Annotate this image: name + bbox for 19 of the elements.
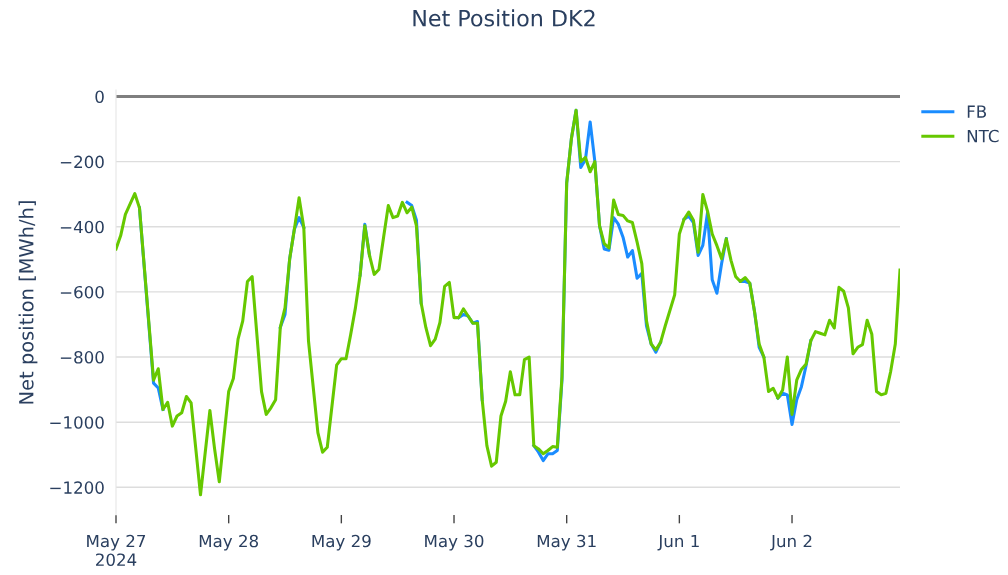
legend-label: FB bbox=[967, 105, 987, 118]
chart-title: Net Position DK2 bbox=[413, 9, 595, 27]
line-series bbox=[116, 108, 900, 497]
y-tick-label: −600 bbox=[60, 285, 104, 299]
x-tick-label: Jun 2 bbox=[770, 534, 812, 551]
x-tick-label: May 28 bbox=[199, 534, 259, 551]
y-tick-label: 0 bbox=[95, 90, 104, 104]
y-tick-label: −1200 bbox=[50, 481, 104, 494]
y-tick-label: −1000 bbox=[50, 416, 104, 429]
x-tick-label: May 27 2024 bbox=[87, 534, 146, 567]
x-tick-label: May 31 bbox=[537, 534, 596, 551]
y-axis-title: Net position [MWh/h] bbox=[18, 201, 38, 404]
y-tick-label: −200 bbox=[60, 155, 104, 169]
x-tick-label: May 30 bbox=[425, 534, 484, 551]
x-tick-label: May 29 bbox=[312, 534, 371, 551]
x-tick-label: Jun 1 bbox=[657, 534, 699, 551]
y-tick-label: −800 bbox=[60, 351, 104, 364]
y-tick-label: −400 bbox=[60, 220, 104, 234]
legend-label: NTC bbox=[967, 129, 999, 143]
